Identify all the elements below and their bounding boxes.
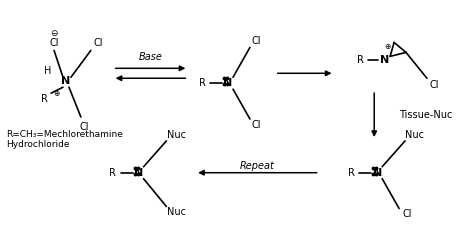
Text: Cl: Cl [49, 38, 59, 49]
Text: Cl: Cl [251, 120, 261, 130]
Text: ⊖: ⊖ [50, 29, 58, 38]
Text: N: N [134, 168, 143, 178]
Text: H: H [45, 66, 52, 76]
Text: R=CH₃=Mechlorethamine
Hydrochloride: R=CH₃=Mechlorethamine Hydrochloride [6, 130, 123, 149]
Text: ⊕: ⊕ [53, 89, 59, 98]
Text: R: R [199, 78, 206, 88]
Text: Nuc: Nuc [167, 130, 186, 140]
Text: N: N [223, 78, 233, 88]
Text: R: R [348, 168, 355, 178]
Text: ⊕: ⊕ [384, 42, 390, 51]
Text: Cl: Cl [251, 37, 261, 47]
Text: Cl: Cl [429, 80, 438, 90]
Text: R: R [357, 55, 364, 65]
Text: R: R [109, 168, 116, 178]
Text: Cl: Cl [93, 38, 102, 49]
Text: Base: Base [138, 52, 163, 62]
Text: N: N [373, 168, 382, 178]
Text: R: R [41, 94, 47, 104]
Text: Tissue-Nuc: Tissue-Nuc [399, 110, 453, 120]
Text: Repeat: Repeat [240, 161, 275, 171]
Text: Nuc: Nuc [405, 130, 425, 140]
Text: Cl: Cl [402, 209, 412, 220]
Text: Nuc: Nuc [167, 208, 186, 218]
Text: N: N [380, 55, 389, 65]
Text: N: N [61, 76, 71, 86]
Text: Cl: Cl [79, 122, 89, 132]
